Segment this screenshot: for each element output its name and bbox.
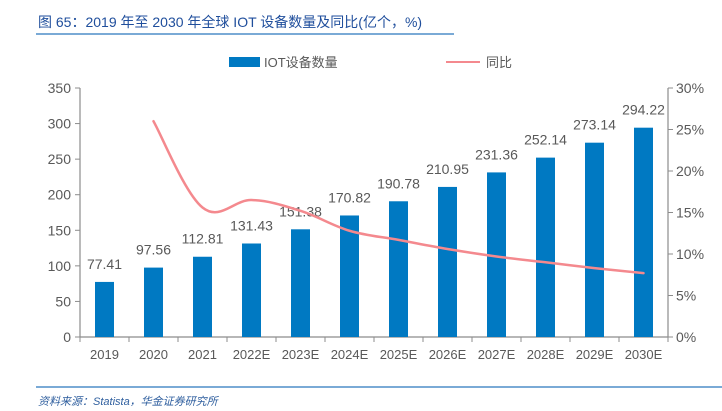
bar [389, 201, 408, 337]
bar [536, 157, 555, 337]
y-tick-label-right: 0% [676, 329, 696, 345]
legend: IOT设备数量 同比 [0, 52, 722, 72]
y-tick-label-right: 5% [676, 288, 696, 304]
bar [242, 243, 261, 337]
figure-title: 图 65：2019 年至 2030 年全球 IOT 设备数量及同比(亿个，%) [38, 14, 423, 30]
y-tick-label-left: 250 [48, 151, 72, 167]
x-tick-label: 2027E [478, 347, 516, 362]
x-tick-label: 2026E [429, 347, 467, 362]
legend-line-swatch [446, 60, 480, 63]
bar [487, 172, 506, 337]
y-tick-label-left: 300 [48, 116, 72, 132]
bar-data-label: 210.95 [426, 161, 469, 177]
x-tick-label: 2025E [380, 347, 418, 362]
source-note: 资料来源：Statista，华金证券研究所 [38, 396, 218, 408]
y-tick-label-left: 150 [48, 222, 72, 238]
y-tick-label-left: 0 [63, 329, 71, 345]
title-rule [36, 33, 454, 35]
bar [634, 127, 653, 337]
bar [340, 215, 359, 337]
bar-data-label: 231.36 [475, 146, 518, 162]
x-tick-label: 2020 [139, 347, 168, 362]
bar-data-label: 170.82 [328, 189, 371, 205]
legend-bar-label: IOT设备数量 [264, 55, 338, 70]
bars [95, 127, 653, 337]
bar-data-label: 252.14 [524, 132, 567, 148]
y-tick-label-right: 10% [676, 246, 704, 262]
x-tick-label: 2019 [90, 347, 119, 362]
legend-item-line: 同比 [446, 52, 512, 71]
bar [585, 142, 604, 337]
bar-data-label: 294.22 [622, 102, 665, 118]
bar [95, 281, 114, 337]
bar [291, 229, 310, 337]
bar-data-label: 97.56 [136, 242, 171, 258]
x-tick-label: 2029E [576, 347, 614, 362]
x-tick-label: 2028E [527, 347, 565, 362]
bar [144, 267, 163, 337]
y-tick-label-right: 15% [676, 205, 704, 221]
legend-line-label: 同比 [486, 55, 513, 70]
bar-data-label: 273.14 [573, 117, 616, 133]
y-tick-label-left: 50 [55, 293, 71, 309]
x-tick-label: 2022E [233, 347, 271, 362]
y-tick-label-right: 20% [676, 163, 704, 179]
y-tick-label-right: 25% [676, 122, 704, 138]
growth-line-group [152, 119, 645, 275]
axes [75, 87, 673, 342]
x-tick-label: 2030E [625, 347, 663, 362]
y-tick-label-left: 350 [48, 80, 72, 96]
bar [193, 256, 212, 337]
x-tick-label: 2021 [188, 347, 217, 362]
bar-data-label: 77.41 [87, 256, 122, 272]
tick-labels: 0 50 100 150 200 250 300 350 0% 5% 10% 15% 20% 25% 30%… [48, 80, 704, 362]
y-tick-label-left: 200 [48, 187, 72, 203]
footer-rule [36, 386, 722, 388]
y-tick-label-left: 100 [48, 258, 72, 274]
legend-item-bar: IOT设备数量 [229, 52, 338, 71]
bar-data-label: 112.81 [182, 231, 224, 247]
x-tick-label: 2023E [282, 347, 320, 362]
y-tick-label-right: 30% [676, 80, 704, 96]
growth-rate-line [152, 119, 645, 275]
bar [438, 186, 457, 337]
x-tick-label: 2024E [331, 347, 369, 362]
bar-labels: 77.4197.56112.81131.43151.38170.82190.78… [87, 102, 665, 272]
legend-bar-swatch [229, 56, 260, 67]
bar-data-label: 131.43 [230, 217, 273, 233]
bar-data-label: 190.78 [377, 175, 420, 191]
